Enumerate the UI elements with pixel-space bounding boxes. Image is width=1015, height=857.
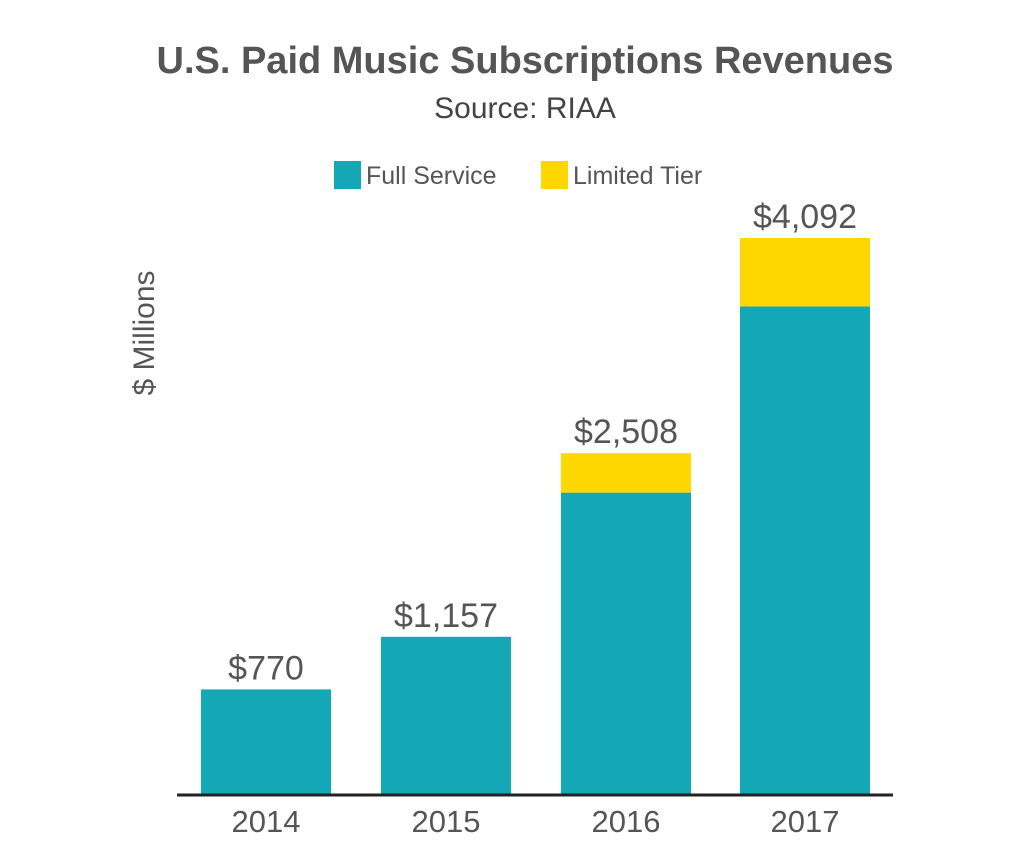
legend-swatch-limited-tier (541, 161, 568, 189)
x-tick-2016: 2016 (592, 804, 661, 839)
data-label-2015: $1,157 (394, 597, 498, 635)
bar-2014-full-service (201, 689, 331, 794)
x-tick-2015: 2015 (412, 804, 481, 839)
bar-2016-full-service (561, 492, 691, 794)
bar-2017-full-service (740, 306, 870, 794)
x-tick-2017: 2017 (771, 804, 840, 839)
chart-subtitle: Source: RIAA (434, 92, 616, 125)
bar-2017-limited-tier (740, 238, 870, 307)
data-label-2017: $4,092 (753, 198, 857, 236)
bar-2015-full-service (381, 636, 511, 794)
x-axis-ticks: 2014 2015 2016 2017 (232, 804, 840, 839)
data-labels: $770 $1,157 $2,508 $4,092 (228, 198, 857, 687)
bars (201, 238, 870, 794)
data-label-2014: $770 (228, 649, 304, 687)
legend-label-limited-tier: Limited Tier (573, 162, 702, 190)
legend: Full Service Limited Tier (334, 161, 702, 190)
legend-swatch-full-service (334, 161, 361, 189)
y-axis-label: $ Millions (128, 270, 161, 395)
chart-title: U.S. Paid Music Subscriptions Revenues (157, 40, 894, 82)
data-label-2016: $2,508 (574, 413, 678, 451)
bar-2016-limited-tier (561, 453, 691, 493)
legend-label-full-service: Full Service (366, 162, 497, 190)
x-tick-2014: 2014 (232, 804, 301, 839)
